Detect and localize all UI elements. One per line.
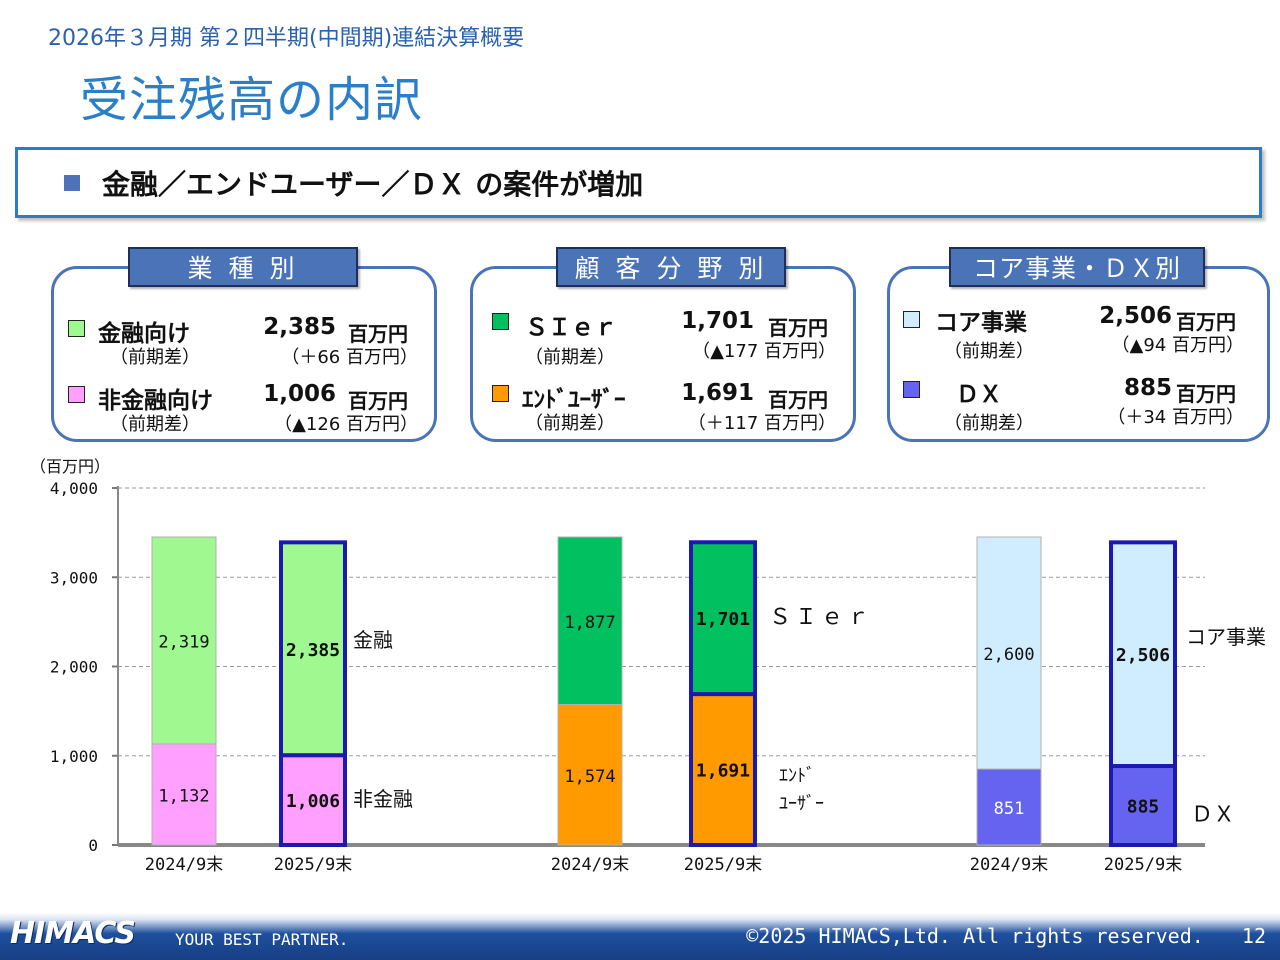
- bar-segment: [689, 540, 757, 697]
- bar-segment: [151, 743, 217, 846]
- x-tick-label: 2025/9末: [1104, 855, 1182, 875]
- series-label: 非金融: [353, 787, 413, 811]
- legend-square-icon: [68, 386, 85, 403]
- item-unit: 百万円: [768, 388, 828, 412]
- item-value: 2,506: [1099, 303, 1172, 329]
- footer-copyright: ©2025 HIMACS,Ltd. All rights reserved. 1…: [746, 924, 1266, 948]
- bar-value-label: 1,132: [158, 786, 209, 806]
- x-tick-label: 2025/9末: [274, 855, 352, 875]
- item-label: 非金融向け: [98, 388, 213, 414]
- page-title: 受注残高の内訳: [80, 72, 424, 128]
- bar-segment: [976, 768, 1042, 846]
- series-label: コア事業: [1186, 625, 1266, 649]
- legend-square-icon: [903, 381, 920, 398]
- bar-segment: [557, 704, 623, 846]
- item-value: 2,385: [263, 314, 336, 340]
- item-unit: 百万円: [348, 322, 408, 346]
- legend-square-icon: [492, 385, 509, 402]
- panel-customer-tab: 顧 客 分 野 別: [556, 247, 786, 287]
- bar-value-label: 1,701: [696, 609, 750, 630]
- panel-customer: [470, 266, 856, 442]
- headline-text: 金融／エンドユーザー／ＤＸ の案件が増加: [102, 167, 644, 201]
- item-diff: （＋66 百万円）: [281, 347, 418, 368]
- panel-industry-tab: 業 種 別: [128, 247, 358, 287]
- bar-value-label: 1,574: [564, 767, 615, 787]
- item-label: ＳＩｅｒ: [525, 315, 617, 341]
- bar-value-label: 1,691: [696, 761, 750, 782]
- footer-tagline: YOUR BEST PARTNER.: [175, 930, 349, 949]
- page-number: 12: [1241, 924, 1266, 948]
- y-tick-label: 4,000: [50, 479, 98, 498]
- item-value: 1,691: [681, 380, 754, 406]
- bar-value-label: 1,877: [564, 613, 615, 633]
- company-logo: HIMACS: [10, 916, 136, 951]
- item-label: ｴﾝﾄﾞﾕｰｻﾞｰ: [522, 387, 626, 413]
- series-label: 金融: [353, 628, 393, 652]
- item-label: ＤＸ: [956, 382, 1002, 408]
- item-value: 1,701: [681, 308, 754, 334]
- series-label: ｴﾝﾄﾞ: [779, 766, 815, 787]
- x-tick-label: 2025/9末: [684, 855, 762, 875]
- item-sub: （前期差）: [525, 347, 615, 368]
- item-unit: 百万円: [1176, 382, 1236, 406]
- bar-value-label: 2,319: [158, 632, 209, 652]
- series-label: ﾕｰｻﾞｰ: [779, 794, 824, 815]
- item-value: 1,006: [263, 381, 336, 407]
- y-tick-label: 3,000: [50, 568, 98, 587]
- bar-value-label: 885: [1127, 797, 1160, 818]
- square-bullet-icon: [64, 174, 80, 191]
- item-diff: （＋117 百万円）: [687, 413, 836, 434]
- x-tick-label: 2024/9末: [970, 855, 1048, 875]
- bar-segment: [557, 536, 623, 706]
- series-label: ＳＩｅｒ: [769, 605, 873, 630]
- item-sub: （前期差）: [944, 341, 1034, 362]
- item-label: コア事業: [935, 310, 1027, 336]
- item-unit: 百万円: [768, 316, 828, 340]
- y-axis-label: （百万円）: [30, 457, 110, 476]
- section-subtitle: 2026年３月期 第２四半期(中間期)連結決算概要: [48, 26, 525, 51]
- legend-square-icon: [68, 320, 85, 337]
- legend-square-icon: [492, 313, 509, 330]
- headline-box: 金融／エンドユーザー／ＤＸ の案件が増加: [15, 147, 1262, 218]
- item-value: 885: [1123, 375, 1172, 401]
- item-diff: （＋34 百万円）: [1107, 407, 1244, 428]
- item-sub: （前期差）: [110, 347, 200, 368]
- bar-value-label: 1,006: [286, 791, 340, 812]
- bar-segment: [151, 536, 217, 745]
- legend-square-icon: [903, 311, 920, 328]
- item-diff: （▲94 百万円）: [1111, 335, 1244, 356]
- bar-segment: [279, 540, 347, 758]
- item-sub: （前期差）: [944, 413, 1034, 434]
- item-sub: （前期差）: [110, 414, 200, 435]
- stacked-bar-chart: （百万円） 0 1,000 2,000 3,000 4,000 1,132 2,319 2024…: [30, 457, 1266, 875]
- series-label: ＤＸ: [1191, 803, 1235, 828]
- bar-value-label: 851: [994, 799, 1025, 819]
- x-tick-label: 2024/9末: [551, 855, 629, 875]
- item-diff: （▲177 百万円）: [692, 341, 836, 362]
- y-tick-label: 0: [88, 836, 98, 855]
- y-tick-label: 2,000: [50, 658, 98, 677]
- x-tick-label: 2024/9末: [145, 855, 223, 875]
- item-unit: 百万円: [348, 389, 408, 413]
- bar-segment: [1109, 764, 1177, 848]
- panel-core-dx-tab: コア事業・ＤＸ別: [949, 247, 1205, 287]
- panel-core-dx: [887, 266, 1270, 442]
- item-unit: 百万円: [1176, 310, 1236, 334]
- bar-value-label: 2,385: [286, 640, 340, 661]
- bar-segment: [976, 536, 1042, 770]
- y-tick-label: 1,000: [50, 747, 98, 766]
- footer-bar: [0, 912, 1280, 960]
- item-sub: （前期差）: [525, 413, 615, 434]
- copyright-text: ©2025 HIMACS,Ltd. All rights reserved.: [746, 924, 1204, 948]
- item-label: 金融向け: [98, 321, 190, 347]
- bar-value-label: 2,600: [983, 645, 1034, 665]
- bar-value-label: 2,506: [1116, 645, 1170, 666]
- item-diff: （▲126 百万円）: [274, 414, 418, 435]
- bar-segment: [1109, 540, 1177, 769]
